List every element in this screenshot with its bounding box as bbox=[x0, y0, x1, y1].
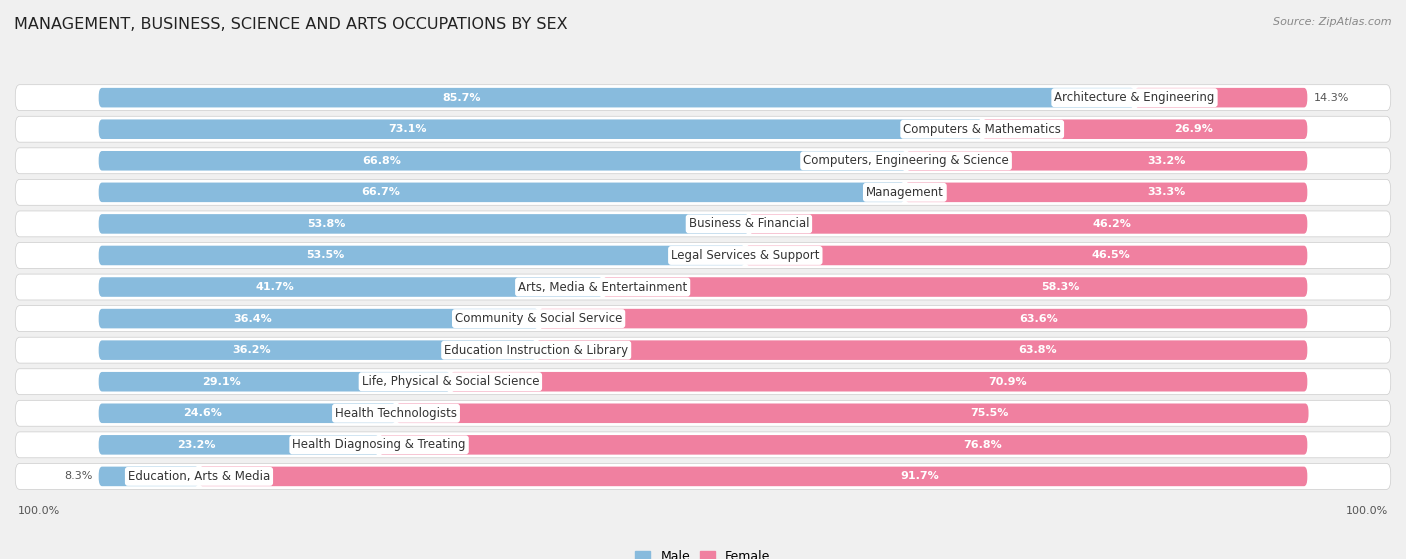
Text: Arts, Media & Entertainment: Arts, Media & Entertainment bbox=[517, 281, 688, 293]
Text: Education Instruction & Library: Education Instruction & Library bbox=[444, 344, 628, 357]
Text: 75.5%: 75.5% bbox=[970, 408, 1008, 418]
FancyBboxPatch shape bbox=[15, 148, 1391, 174]
FancyBboxPatch shape bbox=[380, 435, 1308, 454]
FancyBboxPatch shape bbox=[98, 183, 905, 202]
FancyBboxPatch shape bbox=[98, 277, 603, 297]
FancyBboxPatch shape bbox=[98, 88, 1135, 107]
Text: 23.2%: 23.2% bbox=[177, 440, 217, 450]
FancyBboxPatch shape bbox=[15, 306, 1391, 331]
FancyBboxPatch shape bbox=[98, 214, 749, 234]
Text: 29.1%: 29.1% bbox=[202, 377, 242, 387]
FancyBboxPatch shape bbox=[98, 120, 983, 139]
Text: Management: Management bbox=[866, 186, 943, 199]
Text: Computers, Engineering & Science: Computers, Engineering & Science bbox=[803, 154, 1010, 167]
FancyBboxPatch shape bbox=[98, 372, 450, 391]
FancyBboxPatch shape bbox=[98, 467, 200, 486]
Text: 46.5%: 46.5% bbox=[1091, 250, 1130, 260]
Text: 36.4%: 36.4% bbox=[233, 314, 271, 324]
FancyBboxPatch shape bbox=[905, 151, 1308, 170]
Text: 100.0%: 100.0% bbox=[1346, 506, 1388, 517]
Text: 63.8%: 63.8% bbox=[1018, 345, 1057, 355]
FancyBboxPatch shape bbox=[603, 277, 1308, 297]
Legend: Male, Female: Male, Female bbox=[630, 546, 776, 559]
FancyBboxPatch shape bbox=[15, 116, 1391, 142]
FancyBboxPatch shape bbox=[15, 369, 1391, 395]
Text: 53.5%: 53.5% bbox=[307, 250, 344, 260]
Text: Life, Physical & Social Science: Life, Physical & Social Science bbox=[361, 375, 538, 388]
Text: 58.3%: 58.3% bbox=[1042, 282, 1080, 292]
Text: Business & Financial: Business & Financial bbox=[689, 217, 810, 230]
FancyBboxPatch shape bbox=[536, 340, 1308, 360]
FancyBboxPatch shape bbox=[15, 337, 1391, 363]
Text: Community & Social Service: Community & Social Service bbox=[456, 312, 623, 325]
FancyBboxPatch shape bbox=[396, 404, 1309, 423]
Text: 41.7%: 41.7% bbox=[256, 282, 294, 292]
Text: 85.7%: 85.7% bbox=[441, 93, 481, 103]
Text: 33.2%: 33.2% bbox=[1147, 156, 1187, 166]
FancyBboxPatch shape bbox=[200, 467, 1308, 486]
FancyBboxPatch shape bbox=[98, 340, 536, 360]
FancyBboxPatch shape bbox=[98, 435, 380, 454]
Text: 26.9%: 26.9% bbox=[1174, 124, 1213, 134]
Text: 8.3%: 8.3% bbox=[65, 471, 93, 481]
Text: Computers & Mathematics: Computers & Mathematics bbox=[903, 123, 1062, 136]
Text: 24.6%: 24.6% bbox=[183, 408, 222, 418]
Text: 73.1%: 73.1% bbox=[388, 124, 427, 134]
Text: 91.7%: 91.7% bbox=[900, 471, 939, 481]
Text: Education, Arts & Media: Education, Arts & Media bbox=[128, 470, 270, 483]
FancyBboxPatch shape bbox=[15, 211, 1391, 237]
Text: 53.8%: 53.8% bbox=[307, 219, 346, 229]
FancyBboxPatch shape bbox=[538, 309, 1308, 328]
Text: Source: ZipAtlas.com: Source: ZipAtlas.com bbox=[1274, 17, 1392, 27]
FancyBboxPatch shape bbox=[450, 372, 1308, 391]
FancyBboxPatch shape bbox=[15, 243, 1391, 268]
Text: 100.0%: 100.0% bbox=[18, 506, 60, 517]
FancyBboxPatch shape bbox=[983, 120, 1308, 139]
FancyBboxPatch shape bbox=[98, 246, 745, 266]
Text: 66.8%: 66.8% bbox=[361, 156, 401, 166]
Text: 46.2%: 46.2% bbox=[1092, 219, 1132, 229]
Text: 63.6%: 63.6% bbox=[1019, 314, 1057, 324]
FancyBboxPatch shape bbox=[15, 85, 1391, 111]
FancyBboxPatch shape bbox=[15, 274, 1391, 300]
Text: Architecture & Engineering: Architecture & Engineering bbox=[1054, 91, 1215, 104]
FancyBboxPatch shape bbox=[15, 400, 1391, 426]
FancyBboxPatch shape bbox=[15, 463, 1391, 489]
FancyBboxPatch shape bbox=[98, 309, 538, 328]
Text: MANAGEMENT, BUSINESS, SCIENCE AND ARTS OCCUPATIONS BY SEX: MANAGEMENT, BUSINESS, SCIENCE AND ARTS O… bbox=[14, 17, 568, 32]
FancyBboxPatch shape bbox=[1135, 88, 1308, 107]
FancyBboxPatch shape bbox=[905, 183, 1308, 202]
FancyBboxPatch shape bbox=[98, 404, 396, 423]
Text: 14.3%: 14.3% bbox=[1313, 93, 1348, 103]
Text: Health Technologists: Health Technologists bbox=[335, 407, 457, 420]
Text: 33.3%: 33.3% bbox=[1147, 187, 1185, 197]
Text: 70.9%: 70.9% bbox=[988, 377, 1026, 387]
FancyBboxPatch shape bbox=[15, 179, 1391, 205]
FancyBboxPatch shape bbox=[745, 246, 1308, 266]
Text: 36.2%: 36.2% bbox=[232, 345, 271, 355]
FancyBboxPatch shape bbox=[15, 432, 1391, 458]
FancyBboxPatch shape bbox=[98, 151, 905, 170]
Text: Legal Services & Support: Legal Services & Support bbox=[671, 249, 820, 262]
Text: 66.7%: 66.7% bbox=[361, 187, 401, 197]
Text: Health Diagnosing & Treating: Health Diagnosing & Treating bbox=[292, 438, 465, 451]
FancyBboxPatch shape bbox=[749, 214, 1308, 234]
Text: 76.8%: 76.8% bbox=[963, 440, 1002, 450]
